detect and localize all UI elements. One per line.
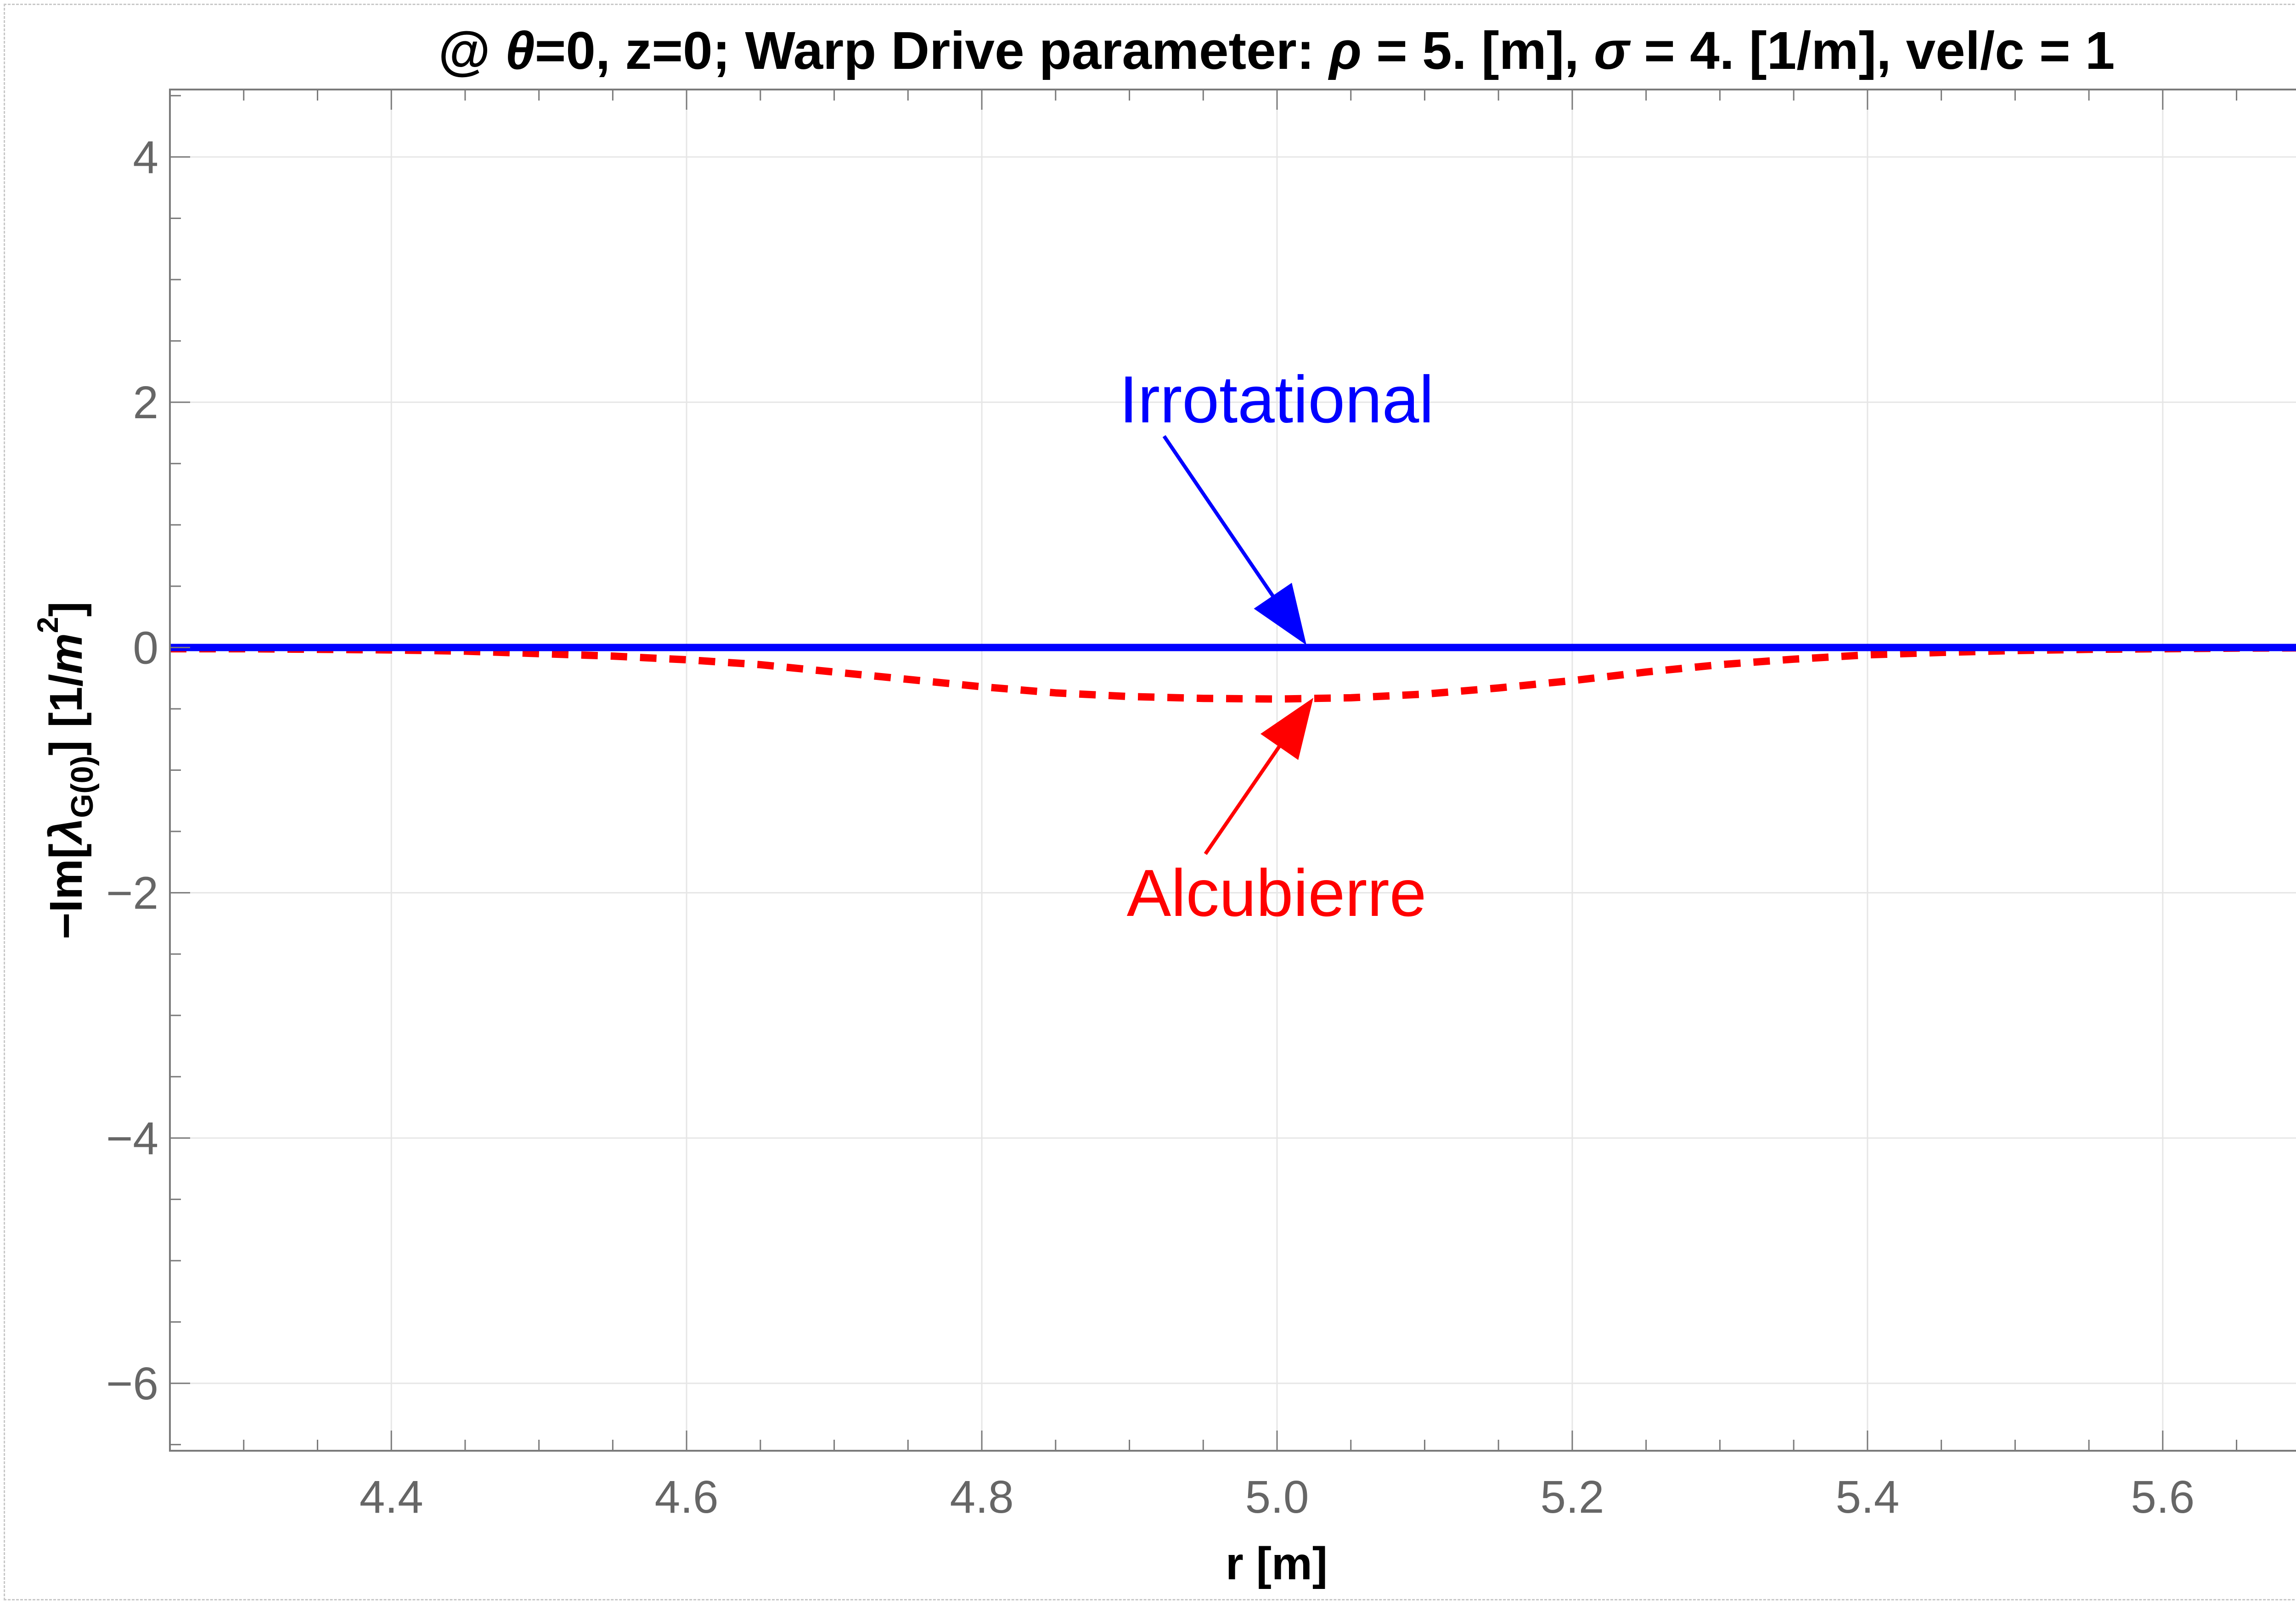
- y-tick-label-2: 0: [133, 622, 158, 673]
- alcubierre-arrow-shaft: [1204, 742, 1283, 855]
- y-axis-label: −Im[λG(0)] [1/m2]: [31, 601, 100, 939]
- x-tick-label-2: 4.8: [950, 1471, 1014, 1523]
- series-alcubierre-line: [170, 644, 2296, 703]
- annotations: Irrotational Alcubierre: [1119, 362, 1434, 930]
- alcubierre-annotation-label: Alcubierre: [1127, 856, 1427, 930]
- series-layer: [170, 644, 2296, 703]
- x-tick-label-4: 5.2: [1540, 1471, 1604, 1523]
- y-tick-label-3: −2: [106, 868, 158, 919]
- x-tick-label-5: 5.4: [1835, 1471, 1899, 1523]
- irrotational-arrow-head: [1254, 583, 1306, 645]
- y-tick-label-4: −4: [106, 1113, 158, 1164]
- alcubierre-arrow-head: [1260, 698, 1313, 760]
- x-tick-label-3: 5.0: [1245, 1471, 1309, 1523]
- grid: [170, 90, 2296, 1451]
- y-tick-label-5: −6: [106, 1358, 158, 1409]
- axis-ticks: [169, 90, 2238, 1451]
- irrotational-arrow-shaft: [1162, 435, 1278, 603]
- chart-title: @ θ=0, z=0; Warp Drive parameter: ρ = 5.…: [439, 21, 2115, 80]
- x-tick-label-6: 5.6: [2131, 1471, 2195, 1523]
- tick-labels: 4.4 4.6 4.8 5.0 5.2 5.4 5.6 4 2 0 −2 −4 −6: [106, 132, 2195, 1523]
- irrotational-annotation-label: Irrotational: [1119, 362, 1434, 437]
- x-tick-label-1: 4.6: [655, 1471, 719, 1523]
- x-axis-label: r [m]: [1226, 1538, 1328, 1589]
- x-tick-label-0: 4.4: [360, 1471, 423, 1523]
- y-tick-label-1: 2: [133, 377, 158, 428]
- y-tick-label-0: 4: [133, 132, 158, 183]
- plot-frame: [4, 4, 2296, 1600]
- plot-area-border: [169, 89, 2296, 1452]
